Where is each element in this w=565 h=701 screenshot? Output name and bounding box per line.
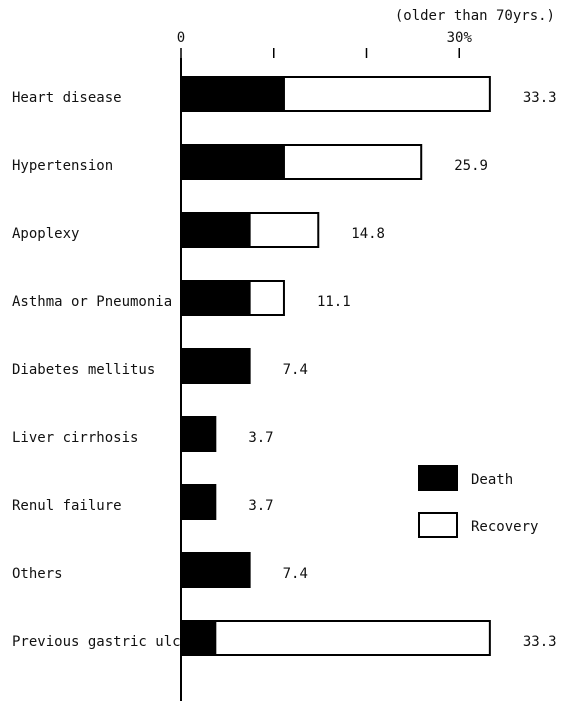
y-tick-label: Asthma or Pneumonia (12, 294, 172, 310)
y-tick-label: Diabetes mellitus (12, 362, 155, 378)
total-label: 7.4 (283, 362, 308, 378)
y-tick-label: Others (12, 566, 63, 582)
legend-label: Recovery (471, 519, 538, 535)
bar (180, 280, 251, 316)
bar (180, 620, 217, 656)
bar (248, 212, 320, 248)
bar (180, 212, 251, 248)
y-tick-label: Hypertension (12, 158, 113, 174)
bar (282, 76, 491, 112)
bar (180, 552, 251, 588)
total-label: 11.1 (317, 294, 351, 310)
legend-swatch (418, 512, 458, 538)
bar (180, 348, 251, 384)
bar (248, 280, 285, 316)
bar (180, 76, 285, 112)
legend-swatch (418, 465, 458, 491)
y-tick-label: Renul failure (12, 498, 122, 514)
bar (180, 144, 285, 180)
bar (180, 484, 217, 520)
y-tick-label: Previous gastric ulcer (12, 634, 197, 650)
legend-label: Death (471, 472, 513, 488)
total-label: 25.9 (454, 158, 488, 174)
x-tick-label: 0 (177, 30, 185, 46)
y-tick-label: Liver cirrhosis (12, 430, 138, 446)
y-tick-label: Apoplexy (12, 226, 79, 242)
chart-subtitle: (older than 70yrs.) (395, 8, 555, 24)
x-tick-label: 30% (447, 30, 473, 46)
total-label: 33.3 (523, 90, 557, 106)
total-label: 3.7 (248, 430, 273, 446)
bar (214, 620, 491, 656)
bar (282, 144, 423, 180)
total-label: 3.7 (248, 498, 273, 514)
y-tick-label: Heart disease (12, 90, 122, 106)
total-label: 14.8 (351, 226, 385, 242)
total-label: 33.3 (523, 634, 557, 650)
bar (180, 416, 217, 452)
total-label: 7.4 (283, 566, 308, 582)
